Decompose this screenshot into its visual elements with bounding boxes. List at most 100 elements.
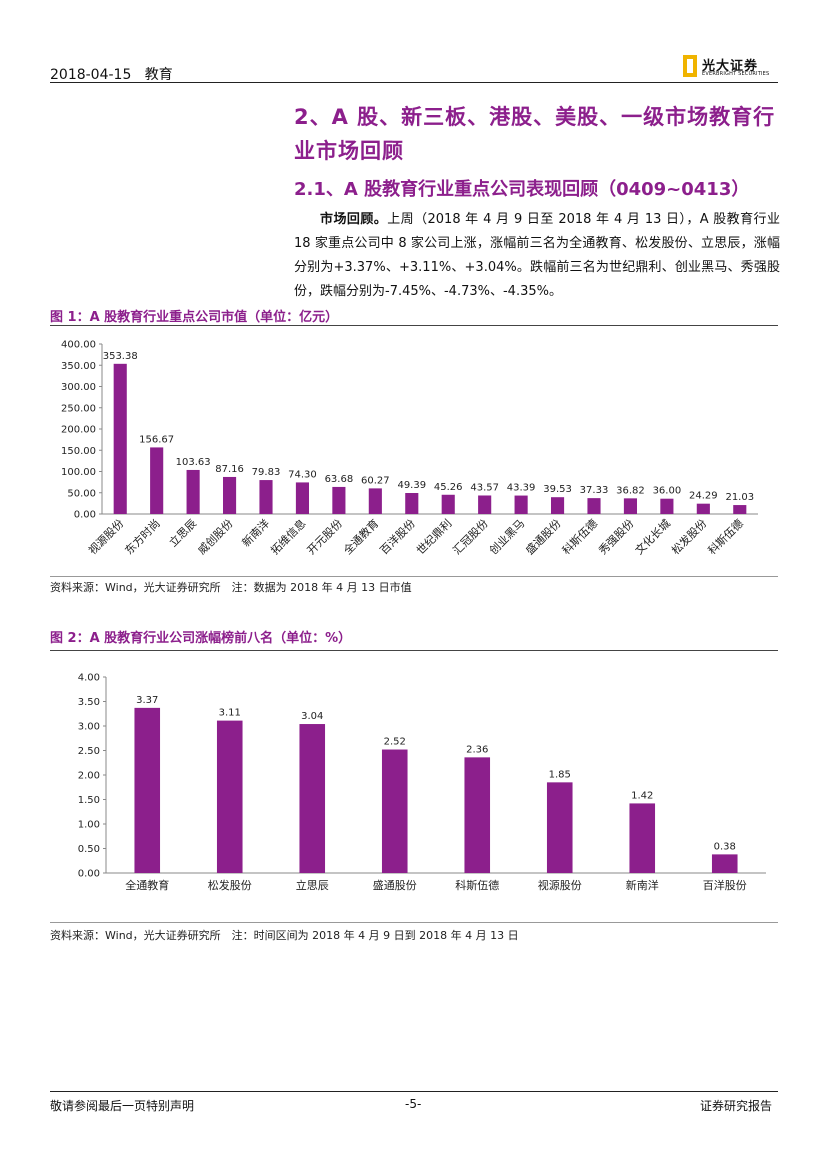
figure1-top-rule <box>50 325 778 326</box>
gainers-bar-chart: 0.00 0.50 1.00 1.50 2.00 2.50 3.00 3.50 4.00 3.37… <box>78 673 766 892</box>
data-label: 3.37 <box>136 695 158 706</box>
figure1-bottom-rule <box>50 576 778 577</box>
y-tick-label: 1.50 <box>78 795 100 806</box>
figure2-title: 图 2：A 股教育行业公司涨幅榜前八名（单位：%） <box>50 631 352 646</box>
figure1-source: 资料来源：Wind，光大证券研究所 注：数据为 2018 年 4 月 13 日市… <box>50 581 412 594</box>
x-tick-label: 百洋股份 <box>703 878 747 892</box>
footer-report-type: 证券研究报告 <box>700 1099 773 1113</box>
data-label: 43.39 <box>507 483 536 494</box>
market-cap-bar-chart: 0.00 50.00 100.00 150.00 200.00 250.00 300.00 3… <box>61 340 758 557</box>
bar <box>733 505 747 514</box>
y-tick-label: 0.00 <box>74 510 96 521</box>
x-tick-label: 松发股份 <box>668 516 709 557</box>
y-tick-label: 250.00 <box>61 403 96 414</box>
figure2-bottom-rule <box>50 922 778 923</box>
x-tick-label: 世纪鼎利 <box>414 517 454 557</box>
bar <box>295 482 310 514</box>
y-tick-label: 3.50 <box>78 697 100 708</box>
x-tick-label: 东方时尚 <box>122 516 163 557</box>
bar <box>514 495 528 514</box>
x-tick-label: 全通教育 <box>340 516 381 557</box>
bar <box>368 488 382 514</box>
y-tick-label: 3.00 <box>78 722 100 733</box>
market-review-paragraph: 市场回顾。上周（2018 年 4 月 9 日至 2018 年 4 月 13 日）… <box>294 208 780 304</box>
x-tick-label: 视源股份 <box>538 878 582 892</box>
x-tick-label: 盛通股份 <box>523 516 564 557</box>
section-title: 2、A 股、新三板、港股、美股、一级市场教育行业市场回顾 <box>294 105 776 163</box>
y-tick-label: 0.50 <box>78 844 100 855</box>
x-tick-label: 全通教育 <box>125 878 169 892</box>
bar <box>381 749 408 873</box>
x-tick-label: 新南洋 <box>626 878 659 892</box>
bar <box>150 447 164 514</box>
x-tick-label: 科斯伍德 <box>559 516 600 557</box>
figure1-title: 图 1：A 股教育行业重点公司市值（单位：亿元） <box>50 310 339 325</box>
data-label: 156.67 <box>139 434 174 445</box>
bar <box>222 476 237 514</box>
x-tick-label: 百洋股份 <box>377 516 418 557</box>
bar <box>587 498 601 514</box>
bar <box>660 498 674 514</box>
report-category: 教育 <box>144 67 173 83</box>
page-number: -5- <box>405 1097 422 1111</box>
x-tick-label: 秀强股份 <box>596 517 636 557</box>
data-label: 37.33 <box>580 485 609 496</box>
bar <box>546 782 573 873</box>
data-label: 3.11 <box>219 708 241 719</box>
x-tick-label: 科斯伍德 <box>455 878 499 892</box>
data-label: 87.16 <box>215 464 244 475</box>
x-tick-label: 汇冠股份 <box>450 517 490 557</box>
bar <box>478 495 492 514</box>
y-tick-label: 350.00 <box>61 361 96 372</box>
y-tick-label: 100.00 <box>61 467 96 478</box>
y-tick-label: 300.00 <box>61 382 96 393</box>
data-label: 1.42 <box>631 790 653 801</box>
x-tick-label: 威创股份 <box>195 517 235 557</box>
data-label: 103.63 <box>176 457 211 468</box>
data-label: 353.38 <box>103 351 138 362</box>
figure2-top-rule <box>50 650 778 651</box>
data-label: 24.29 <box>689 491 718 502</box>
data-label: 60.27 <box>361 475 390 486</box>
data-label: 63.68 <box>325 474 354 485</box>
y-tick-label: 4.00 <box>78 673 100 684</box>
y-tick-label: 2.50 <box>78 746 100 757</box>
data-label: 79.83 <box>252 467 281 478</box>
data-label: 1.85 <box>549 769 571 780</box>
y-tick-label: 200.00 <box>61 425 96 436</box>
data-label: 36.82 <box>616 485 645 496</box>
bar <box>299 724 326 873</box>
y-tick-label: 150.00 <box>61 446 96 457</box>
data-label: 43.57 <box>470 482 499 493</box>
data-label: 39.53 <box>543 484 572 495</box>
bar <box>550 497 565 514</box>
y-tick-label: 50.00 <box>67 488 96 499</box>
bar <box>186 469 200 514</box>
data-label: 0.38 <box>714 841 736 852</box>
report-date: 2018-04-15 教育 <box>50 67 173 83</box>
data-label: 45.26 <box>434 482 463 493</box>
header-divider <box>50 82 778 83</box>
data-label: 21.03 <box>725 492 754 503</box>
bar <box>405 493 419 514</box>
x-tick-label: 开元股份 <box>305 517 345 557</box>
bar <box>696 503 710 514</box>
x-tick-label: 文化长城 <box>632 516 673 557</box>
data-label: 3.04 <box>301 711 323 722</box>
y-tick-label: 400.00 <box>61 340 96 351</box>
bar <box>464 757 491 873</box>
x-tick-label: 创业黑马 <box>487 517 527 557</box>
bar <box>134 707 161 873</box>
data-label: 74.30 <box>288 469 317 480</box>
bar <box>623 498 638 514</box>
x-tick-label: 立思辰 <box>296 878 329 892</box>
data-label: 49.39 <box>397 480 426 491</box>
bar <box>259 480 273 514</box>
x-tick-label: 拓维信息 <box>268 516 309 557</box>
x-tick-label: 视源股份 <box>85 516 126 557</box>
y-tick-label: 1.00 <box>78 820 100 831</box>
paragraph-lead: 市场回顾。 <box>320 212 388 227</box>
footer-disclaimer: 敬请参阅最后一页特别声明 <box>50 1099 195 1113</box>
x-tick-label: 新南洋 <box>239 516 272 549</box>
footer-divider <box>50 1091 778 1092</box>
